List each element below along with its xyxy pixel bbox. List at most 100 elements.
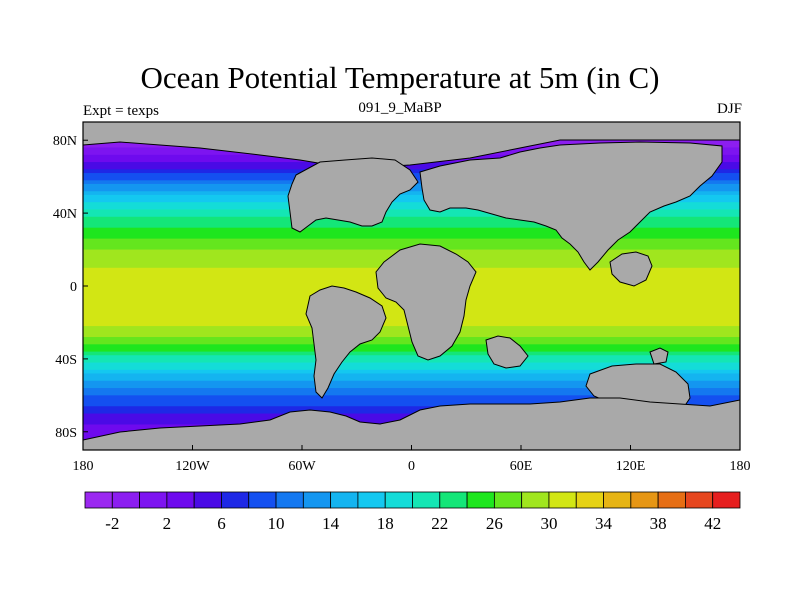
colorbar-swatch [630,491,659,509]
colorbar-label: 34 [595,514,613,533]
colorbar-label: 18 [377,514,394,533]
temperature-band [83,231,740,236]
colorbar-swatch [412,491,441,509]
temperature-band [83,198,740,203]
land-indonesia [609,251,653,287]
x-tick-label: 120E [616,459,646,474]
colorbar-swatch [166,491,195,509]
colorbar: -2 2 6 10 14 18 22 26 30 34 38 42 [84,491,741,533]
y-tick-label: 80N [53,134,77,149]
temperature-band [83,344,740,349]
temperature-band [83,227,740,232]
colorbar-swatch [193,491,222,509]
temperature-band [83,351,740,356]
land-masses [83,122,740,450]
colorbar-swatch [603,491,632,509]
temperature-band [83,373,740,378]
x-tick-label: 120W [175,459,210,474]
colorbar-label: 38 [650,514,667,533]
temperature-band [83,187,740,192]
colorbar-swatch [493,491,523,509]
colorbar-swatch [302,491,332,509]
colorbar-label: 42 [704,514,721,533]
temperature-band [83,355,740,360]
temperature-band [83,209,740,214]
land-antarctica [83,397,740,450]
colorbar-swatch [548,491,577,509]
season-label: DJF [716,101,742,117]
colorbar-swatch [84,491,113,509]
colorbar-swatch [221,491,250,509]
temperature-band [83,194,740,200]
period-label: 091_9_MaBP [358,100,442,116]
y-tick-label: 40S [55,353,77,368]
temperature-band [83,224,740,229]
colorbar-swatch [521,491,550,509]
colorbar-swatch [384,491,413,509]
colorbar-label: 2 [163,514,172,533]
temperature-band [83,366,740,371]
x-tick-label: 60E [510,459,533,474]
chart-title: Ocean Potential Temperature at 5m (in C) [140,60,660,95]
temperature-band [83,202,740,207]
latitude-axis: 80N 40N 0 40S 80S [53,134,88,441]
temperature-band [83,388,740,393]
temperature-band [83,213,740,218]
colorbar-swatch [657,491,686,509]
temperature-band [83,238,740,243]
x-tick-label: 0 [408,459,415,474]
colorbar-label: 22 [431,514,448,533]
temperature-band [83,395,740,400]
colorbar-label: -2 [105,514,119,533]
temperature-band [83,384,740,389]
land-africa [375,243,477,361]
colorbar-swatch [439,491,468,509]
temperature-band [83,409,740,415]
x-tick-label: 180 [730,459,751,474]
colorbar-swatch [111,491,140,509]
colorbar-label: 26 [486,514,503,533]
colorbar-label: 14 [322,514,340,533]
temperature-band [83,406,740,411]
x-tick-label: 180 [73,459,94,474]
y-tick-label: 0 [70,280,77,295]
x-tick-label: 60W [288,459,316,474]
colorbar-swatch [685,491,714,509]
temperature-band [83,347,740,353]
temperature-band [83,340,740,345]
land-madagascar [485,335,529,369]
temperature-band [83,369,740,375]
colorbar-swatch [466,491,495,509]
colorbar-swatch [575,491,604,509]
experiment-label: Expt = texps [83,103,159,119]
colorbar-swatch [330,491,359,509]
land-europe-asia [419,141,723,271]
temperature-band [83,242,740,247]
colorbar-label: 10 [268,514,285,533]
colorbar-label: 6 [217,514,226,533]
temperature-band [83,380,740,385]
temperature-band [83,165,740,170]
colorbar-swatch [248,491,277,509]
longitude-axis: 180 120W 60W 0 60E 120E 180 [73,445,751,474]
temperature-band [83,391,740,396]
colorbar-label: 30 [540,514,557,533]
temperature-band [83,377,740,382]
colorbar-swatch [712,491,741,509]
temperature-band [83,362,740,367]
temperature-band [83,358,740,364]
land-north-america [287,157,419,233]
y-tick-label: 40N [53,207,77,222]
temperature-band [83,402,740,407]
colorbar-swatch [275,491,304,509]
temperature-band [83,205,740,211]
temperature-band [83,216,740,221]
y-tick-label: 80S [55,426,77,441]
colorbar-swatch [357,491,386,509]
temperature-band [83,234,740,240]
temperature-band [83,191,740,196]
land-pacific-island [649,347,669,365]
land-south-america [305,285,387,399]
map-area [83,122,740,450]
